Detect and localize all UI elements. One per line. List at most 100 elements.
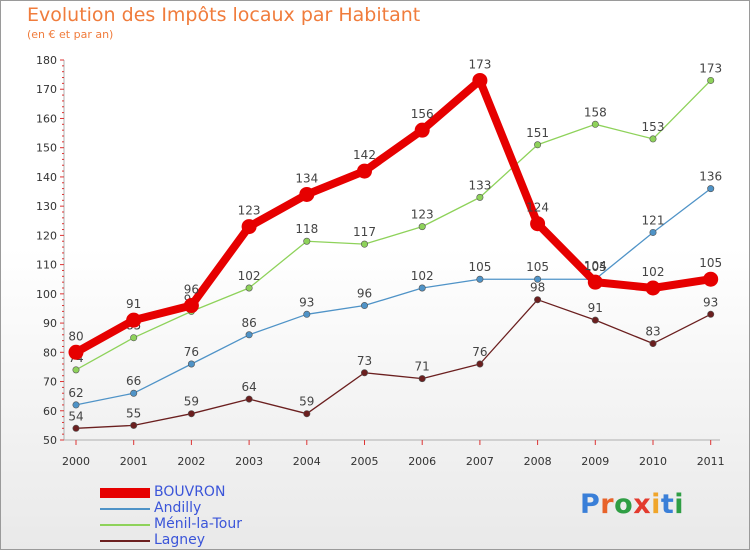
legend-item-lagney: Lagney — [100, 532, 300, 549]
data-point — [241, 219, 257, 235]
x-tick-label: 2005 — [351, 455, 379, 468]
data-label: 80 — [68, 329, 83, 343]
data-point — [68, 344, 84, 360]
data-point — [72, 401, 80, 409]
data-point — [245, 395, 253, 403]
data-label: 102 — [642, 265, 665, 279]
data-label: 123 — [411, 208, 434, 222]
legend-label: BOUVRON — [154, 484, 226, 500]
data-label: 91 — [126, 297, 141, 311]
data-point — [126, 312, 142, 328]
data-point — [183, 298, 199, 314]
data-label: 102 — [411, 269, 434, 283]
data-point — [645, 280, 661, 296]
data-point — [591, 316, 599, 324]
data-point — [418, 375, 426, 383]
data-label: 118 — [295, 222, 318, 236]
legend-item-menil-la-tour: Ménil-la-Tour — [100, 516, 300, 533]
data-point — [591, 120, 599, 128]
data-point — [649, 135, 657, 143]
x-tick-label: 2004 — [293, 455, 321, 468]
data-point — [130, 389, 138, 397]
y-tick-label: 180 — [36, 54, 57, 67]
data-label: 151 — [526, 126, 549, 140]
y-tick-label: 110 — [36, 259, 57, 272]
data-label: 105 — [699, 256, 722, 270]
data-point — [303, 410, 311, 418]
data-point — [472, 72, 488, 88]
data-label: 142 — [353, 148, 376, 162]
legend-swatch — [100, 524, 150, 526]
series-line-bouvron — [72, 76, 715, 357]
data-point — [476, 360, 484, 368]
legend-swatch — [100, 540, 150, 542]
y-tick-label: 70 — [43, 376, 57, 389]
data-point — [360, 369, 368, 377]
data-point — [530, 216, 546, 232]
proxiti-logo: Proxiti — [580, 489, 684, 520]
data-label: 76 — [472, 345, 487, 359]
logo-letter: x — [633, 489, 652, 520]
data-point — [707, 185, 715, 193]
legend-label: Andilly — [154, 500, 202, 516]
data-point — [130, 334, 138, 342]
y-tick-label: 150 — [36, 142, 57, 155]
data-label: 124 — [526, 201, 549, 215]
data-point — [187, 360, 195, 368]
legend-swatch — [100, 508, 150, 510]
data-label: 76 — [184, 345, 199, 359]
data-label: 134 — [295, 171, 318, 185]
x-tick-label: 2010 — [639, 455, 667, 468]
data-label: 91 — [588, 301, 603, 315]
data-label: 59 — [299, 395, 314, 409]
data-label: 102 — [238, 269, 261, 283]
series-bouvron: 80 91 96 123 134 142 156 173 124 104 102 105 — [68, 57, 722, 360]
legend-item-bouvron: BOUVRON — [100, 484, 300, 501]
y-tick-label: 160 — [36, 112, 57, 125]
data-point — [360, 302, 368, 310]
y-tick-label: 60 — [43, 405, 57, 418]
x-tick-label: 2011 — [697, 455, 725, 468]
data-point — [357, 163, 372, 179]
data-point — [534, 141, 542, 149]
data-point — [649, 340, 657, 348]
legend: BOUVRON Andilly Ménil-la-Tour Lagney — [100, 484, 300, 549]
data-point — [245, 284, 253, 292]
data-label: 158 — [584, 105, 607, 119]
data-label: 117 — [353, 225, 376, 239]
logo-letter: r — [600, 489, 615, 520]
y-tick-label: 120 — [36, 229, 57, 242]
logo-letter: t — [660, 489, 675, 520]
legend-swatch — [100, 488, 150, 498]
x-tick-label: 2008 — [524, 455, 552, 468]
x-tick-label: 2003 — [235, 455, 263, 468]
logo-letter: P — [580, 489, 601, 520]
data-label: 98 — [530, 281, 545, 295]
series-line-menil-la-tour — [75, 79, 712, 371]
data-label: 136 — [699, 170, 722, 184]
logo-letter: i — [651, 489, 661, 520]
y-tick-label: 90 — [43, 317, 57, 330]
y-tick-label: 100 — [36, 288, 57, 301]
logo-letter: i — [674, 489, 685, 520]
data-label: 71 — [415, 360, 430, 374]
data-label: 96 — [184, 283, 199, 297]
data-label: 54 — [68, 409, 83, 423]
data-point — [649, 228, 657, 236]
x-tick-label: 2006 — [408, 455, 436, 468]
data-label: 105 — [468, 260, 491, 274]
y-tick-label: 50 — [43, 434, 57, 447]
data-label: 123 — [238, 204, 261, 218]
x-tick-label: 2000 — [62, 455, 90, 468]
data-point — [360, 240, 368, 248]
data-point — [476, 275, 484, 283]
chart-title: Evolution des Impôts locaux par Habitant — [27, 4, 421, 26]
y-tick-label: 80 — [43, 346, 57, 359]
data-point — [303, 237, 311, 245]
data-point — [587, 274, 603, 290]
series-lagney: 54 55 59 64 59 73 71 76 98 91 83 93 — [68, 281, 718, 432]
data-label: 96 — [357, 287, 372, 301]
data-point — [72, 366, 80, 374]
data-label: 121 — [642, 213, 665, 227]
data-label: 73 — [357, 354, 372, 368]
